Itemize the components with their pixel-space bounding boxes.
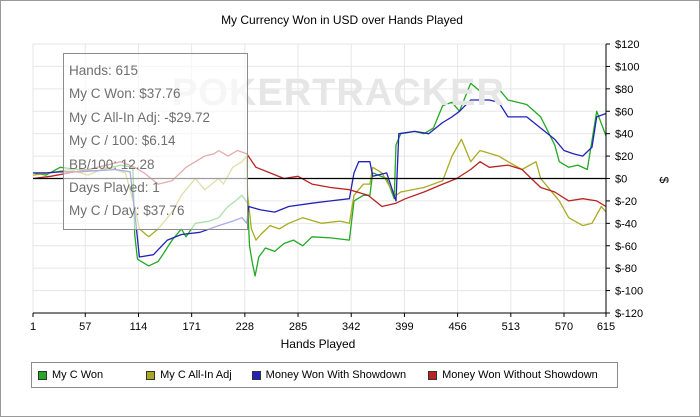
legend-swatch-icon — [38, 370, 47, 380]
y-tick-label: $-120 — [615, 308, 643, 320]
y-tick-label: $40 — [615, 129, 633, 141]
x-tick-label: 456 — [448, 321, 466, 333]
ticks: $120 $100 $80 $60 $40 $20 $0 $-20 $-40 $-60 $-80 $-… — [30, 39, 643, 333]
legend-label: My C Won — [52, 369, 104, 381]
legend-item-without-showdown[interactable]: Money Won Without Showdown — [428, 369, 598, 381]
y-tick-label: $-20 — [615, 196, 637, 208]
y-tick-label: $80 — [615, 84, 633, 96]
legend: My C Won My C All-In Adj Money Won With … — [31, 362, 618, 388]
x-axis-label: Hands Played — [281, 337, 356, 351]
legend-swatch-icon — [251, 370, 261, 380]
legend-item-all-in-adj[interactable]: My C All-In Adj — [146, 369, 232, 381]
y-axis-label: $ — [657, 177, 671, 184]
x-tick-label: 285 — [289, 321, 307, 333]
y-tick-label: $100 — [615, 61, 639, 73]
x-tick-label: 228 — [236, 321, 254, 333]
x-tick-label: 114 — [130, 321, 148, 333]
x-tick-label: 513 — [502, 321, 520, 333]
x-tick-label: 1 — [30, 321, 36, 333]
legend-label: Money Won Without Showdown — [442, 369, 598, 381]
y-tick-label: $-60 — [615, 241, 637, 253]
tooltip-hands: Hands: 615 — [69, 63, 139, 78]
series-line-3 — [33, 99, 607, 258]
tooltip-days-played: Days Played: 1 — [69, 179, 160, 195]
tooltip-bb-100: BB/100: 12.28 — [69, 156, 155, 172]
tooltip-per-100: My C / 100: $6.14 — [69, 133, 176, 149]
y-tick-label: $-100 — [615, 286, 643, 298]
y-tick-label: $0 — [615, 174, 627, 186]
hover-tooltip: Hands: 615 My C Won: $37.76 My C All-In … — [63, 53, 248, 230]
legend-item-my-c-won[interactable]: My C Won — [38, 369, 103, 381]
legend-item-with-showdown[interactable]: Money Won With Showdown — [251, 369, 407, 381]
legend-swatch-icon — [146, 370, 156, 380]
series-line-1 — [32, 82, 607, 277]
y-tick-label: $120 — [615, 39, 639, 51]
legend-label: Money Won With Showdown — [265, 369, 407, 381]
y-tick-label: $20 — [615, 151, 633, 163]
y-tick-label: $-40 — [615, 218, 637, 230]
x-tick-label: 615 — [597, 321, 615, 333]
tooltip-allin-adj: My C All-In Adj: -$29.72 — [69, 109, 211, 125]
legend-label: My C All-In Adj — [160, 369, 232, 381]
x-tick-label: 399 — [395, 321, 413, 333]
tooltip-per-day: My C / Day: $37.76 — [69, 203, 185, 219]
x-tick-label: 57 — [79, 321, 91, 333]
y-tick-label: $60 — [615, 106, 633, 118]
chart-title: My Currency Won in USD over Hands Played — [221, 13, 463, 27]
y-tick-label: $-80 — [615, 263, 637, 275]
x-tick-label: 570 — [555, 321, 573, 333]
tooltip-won: My C Won: $37.76 — [69, 86, 181, 102]
x-tick-label: 171 — [182, 321, 200, 333]
legend-swatch-icon — [428, 370, 438, 380]
x-tick-label: 342 — [342, 321, 360, 333]
